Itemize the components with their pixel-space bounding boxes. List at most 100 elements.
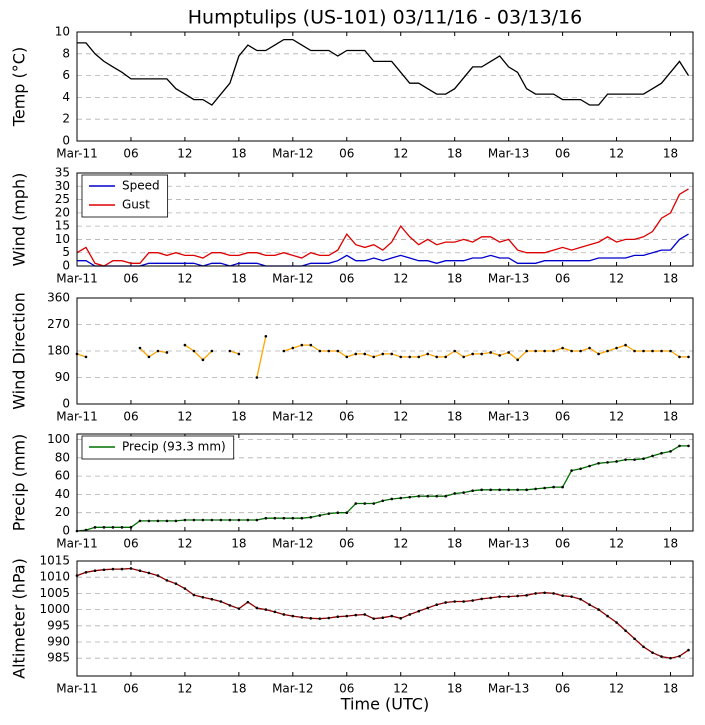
x-tick-label: 06 — [555, 272, 570, 286]
data-point — [138, 519, 142, 523]
data-point — [624, 629, 627, 632]
data-point — [633, 458, 636, 461]
x-tick-label: 12 — [393, 682, 408, 696]
data-point — [120, 567, 124, 571]
data-point — [165, 519, 169, 523]
data-point — [282, 613, 286, 616]
data-point — [471, 599, 474, 602]
data-point — [111, 567, 115, 571]
data-point — [354, 352, 358, 356]
data-point — [453, 492, 456, 495]
data-point — [309, 617, 313, 620]
data-point — [516, 358, 519, 362]
data-point — [525, 488, 528, 492]
data-point — [138, 346, 142, 350]
y-tick-label: 10 — [55, 25, 70, 39]
x-tick-label: 18 — [663, 537, 678, 551]
data-point — [255, 606, 259, 610]
data-point — [327, 512, 331, 515]
x-tick-label: 18 — [447, 537, 462, 551]
y-tick-label: 100 — [47, 432, 70, 446]
data-point — [417, 494, 421, 498]
data-point — [426, 494, 430, 498]
data-point — [606, 461, 609, 464]
data-point — [525, 594, 528, 597]
x-tick-label: 06 — [339, 537, 354, 551]
y-tick-label: 1010 — [39, 570, 70, 584]
y-tick-label: 0 — [62, 397, 70, 411]
x-tick-label: Mar-13 — [488, 147, 529, 161]
data-point — [228, 518, 232, 522]
data-point — [174, 519, 178, 523]
x-tick-label: 12 — [177, 272, 192, 286]
data-point — [147, 519, 151, 523]
x-tick-label: 12 — [609, 147, 624, 161]
data-point — [552, 592, 555, 595]
y-tick-label: 80 — [55, 450, 70, 464]
data-point — [426, 352, 430, 356]
data-point — [678, 355, 681, 359]
legend-label: Precip (93.3 mm) — [122, 440, 226, 454]
x-tick-label: Mar-13 — [488, 537, 529, 551]
data-point — [192, 593, 196, 597]
legend-label: Speed — [122, 179, 160, 193]
x-tick-label: Mar-11 — [56, 272, 97, 286]
y-tick-label: 60 — [55, 469, 70, 483]
data-point — [228, 349, 232, 353]
data-point — [354, 613, 358, 617]
data-point — [300, 616, 304, 619]
x-tick-label: 12 — [177, 147, 192, 161]
data-point — [183, 587, 187, 590]
data-point — [498, 488, 501, 492]
data-point — [453, 349, 456, 353]
x-tick-label: Mar-12 — [272, 410, 313, 424]
x-tick-label: 06 — [555, 147, 570, 161]
data-point — [318, 617, 322, 620]
data-point — [345, 614, 349, 618]
x-tick-label: 18 — [663, 682, 678, 696]
data-point — [93, 569, 97, 573]
data-point — [615, 460, 618, 463]
data-point — [498, 595, 501, 598]
data-point — [399, 617, 403, 620]
y-tick-label: 180 — [47, 344, 70, 358]
data-point — [210, 349, 214, 353]
data-point — [606, 349, 609, 353]
data-point — [552, 349, 555, 353]
data-point — [300, 343, 304, 347]
y-tick-label: 20 — [55, 505, 70, 519]
x-tick-label: Mar-13 — [488, 272, 529, 286]
data-point — [534, 349, 537, 353]
data-point — [354, 502, 358, 505]
y-tick-label: 4 — [62, 90, 70, 104]
data-point — [147, 355, 151, 359]
y-tick-label: 10 — [55, 232, 70, 246]
x-tick-label: 06 — [339, 272, 354, 286]
data-point — [327, 616, 331, 620]
x-tick-label: 06 — [123, 410, 138, 424]
y-axis-label: Temp (°C) — [10, 47, 29, 127]
data-point — [489, 488, 492, 492]
data-point — [165, 579, 169, 582]
y-tick-label: 40 — [55, 487, 70, 501]
axes-frame — [76, 433, 694, 532]
data-point — [570, 349, 573, 353]
legend: Precip (93.3 mm) — [81, 435, 235, 460]
data-point — [561, 594, 564, 597]
data-point — [606, 614, 609, 618]
data-point — [507, 595, 510, 598]
x-tick-label: 12 — [609, 682, 624, 696]
data-point — [156, 519, 160, 523]
x-tick-label: 06 — [123, 537, 138, 551]
data-point — [687, 444, 690, 448]
data-point — [651, 651, 654, 654]
data-point — [291, 614, 295, 618]
y-tick-label: 360 — [47, 291, 70, 305]
data-point — [507, 488, 510, 492]
x-tick-label: 06 — [123, 272, 138, 286]
data-point — [390, 497, 394, 501]
y-tick-label: 20 — [55, 205, 70, 219]
data-point — [543, 486, 546, 490]
x-tick-label: 18 — [447, 147, 462, 161]
x-tick-label: Mar-13 — [488, 682, 529, 696]
